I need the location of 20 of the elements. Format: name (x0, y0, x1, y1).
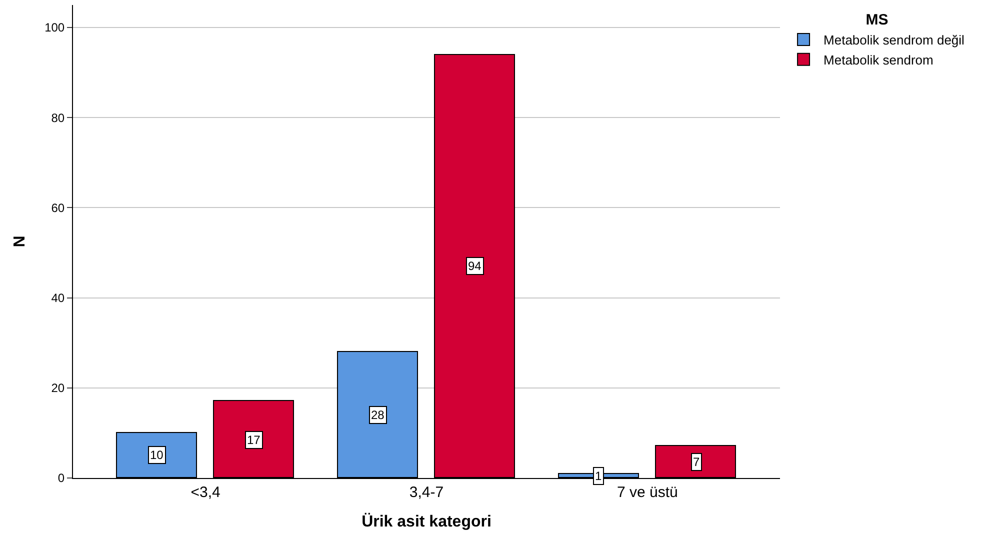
data-label: 94 (468, 259, 482, 273)
x-axis-title: Ürik asit kategori (362, 512, 492, 531)
legend-title: MS (866, 12, 888, 28)
y-tick-label: 60 (51, 200, 65, 215)
y-tick-label: 40 (51, 291, 65, 306)
data-label: 1 (595, 469, 602, 483)
data-label: 10 (150, 448, 164, 462)
x-tick-label: 7 ve üstü (617, 484, 678, 501)
legend-label: Metabolik sendrom değil (824, 32, 965, 48)
y-tick-label: 80 (51, 110, 65, 125)
x-tick-label: 3,4-7 (409, 484, 444, 501)
y-tick-label: 0 (58, 471, 65, 486)
y-tick-label: 20 (51, 381, 65, 396)
y-tick-label: 100 (44, 20, 65, 35)
legend-label: Metabolik sendrom (824, 52, 934, 68)
data-label: 28 (371, 408, 385, 422)
y-axis-title: N (11, 236, 28, 248)
data-label: 17 (247, 433, 261, 447)
x-tick-label: <3,4 (190, 484, 220, 501)
data-label: 7 (693, 455, 700, 469)
